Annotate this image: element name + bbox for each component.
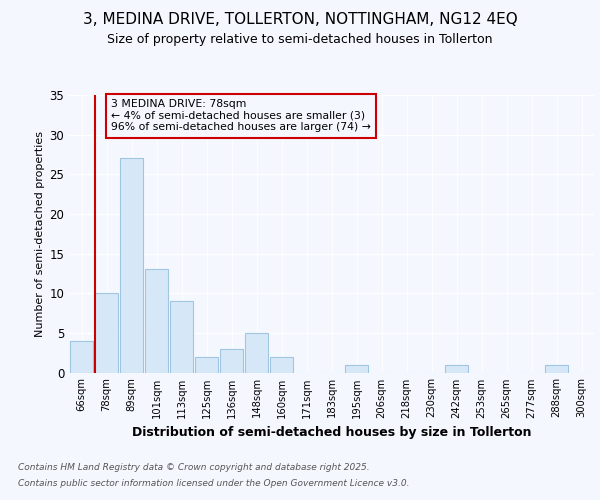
- X-axis label: Distribution of semi-detached houses by size in Tollerton: Distribution of semi-detached houses by …: [132, 426, 531, 439]
- Bar: [545, 364, 568, 372]
- Bar: [170, 301, 193, 372]
- Text: Size of property relative to semi-detached houses in Tollerton: Size of property relative to semi-detach…: [107, 32, 493, 46]
- Bar: [245, 333, 268, 372]
- Y-axis label: Number of semi-detached properties: Number of semi-detached properties: [35, 130, 45, 337]
- Bar: [270, 356, 293, 372]
- Bar: [445, 364, 468, 372]
- Bar: [95, 293, 118, 372]
- Bar: [70, 341, 93, 372]
- Text: Contains public sector information licensed under the Open Government Licence v3: Contains public sector information licen…: [18, 478, 409, 488]
- Bar: [195, 356, 218, 372]
- Bar: [145, 270, 168, 372]
- Text: 3 MEDINA DRIVE: 78sqm
← 4% of semi-detached houses are smaller (3)
96% of semi-d: 3 MEDINA DRIVE: 78sqm ← 4% of semi-detac…: [111, 99, 371, 132]
- Text: Contains HM Land Registry data © Crown copyright and database right 2025.: Contains HM Land Registry data © Crown c…: [18, 464, 370, 472]
- Text: 3, MEDINA DRIVE, TOLLERTON, NOTTINGHAM, NG12 4EQ: 3, MEDINA DRIVE, TOLLERTON, NOTTINGHAM, …: [83, 12, 517, 28]
- Bar: [220, 348, 243, 372]
- Bar: [345, 364, 368, 372]
- Bar: [120, 158, 143, 372]
